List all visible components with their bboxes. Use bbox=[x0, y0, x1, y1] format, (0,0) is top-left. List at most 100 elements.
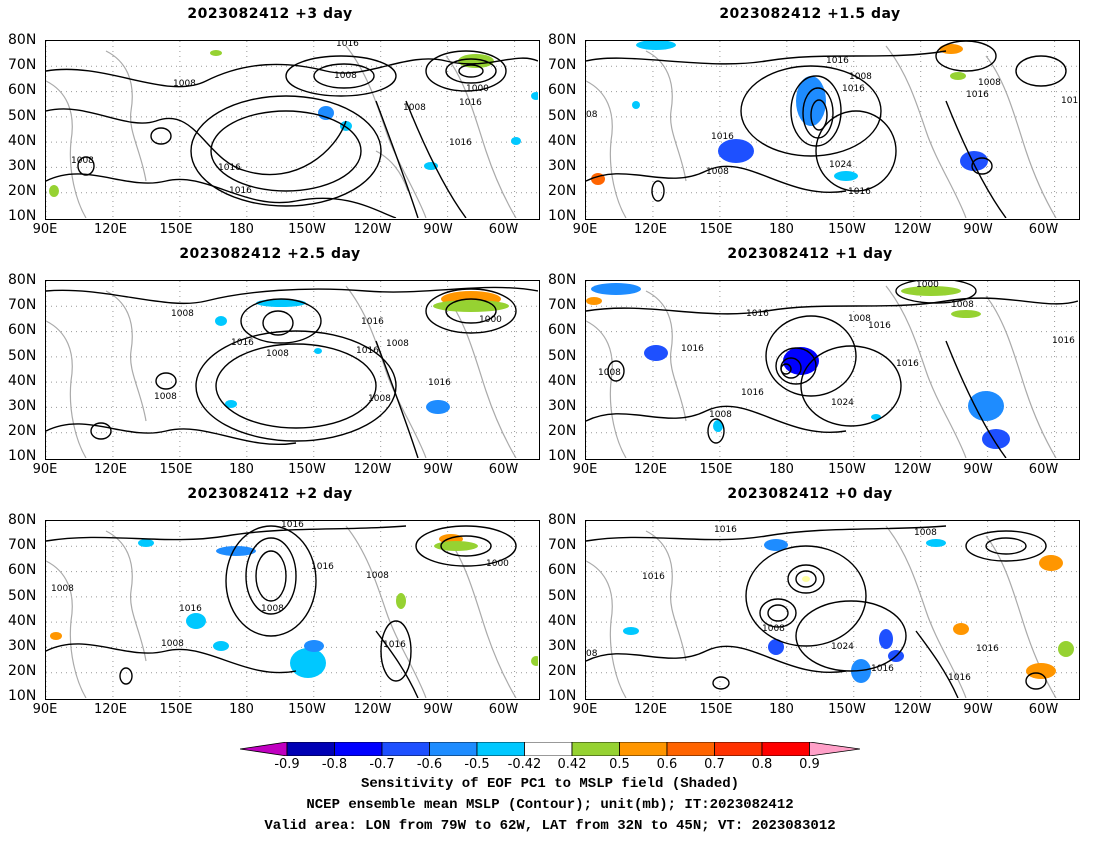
lat-tick-label: 20N bbox=[548, 423, 577, 440]
lon-tick-label: 90W bbox=[423, 702, 453, 717]
lon-tick-label: 90W bbox=[963, 222, 993, 237]
colorbar-swatch bbox=[666, 742, 715, 756]
lat-tick-label: 40N bbox=[8, 372, 37, 389]
lat-tick-label: 10N bbox=[548, 448, 577, 465]
contour-label: 1024 bbox=[829, 160, 852, 170]
map-area: 1016 1008 1016 1008 1016 1016 08 1016 10… bbox=[585, 40, 1080, 220]
contour-label: 1008 bbox=[709, 410, 732, 420]
sensitivity-shading bbox=[586, 283, 1010, 449]
lat-tick-label: 10N bbox=[8, 448, 37, 465]
mslp-contours bbox=[46, 50, 538, 218]
lat-tick-label: 60N bbox=[8, 562, 37, 579]
lat-tick-label: 80N bbox=[8, 512, 37, 528]
lat-tick-label: 30N bbox=[8, 398, 37, 414]
sensitivity-shading bbox=[49, 50, 538, 197]
coastline bbox=[46, 285, 517, 458]
map-grid bbox=[586, 521, 1078, 698]
contour-label: 1008 bbox=[366, 571, 389, 581]
lon-tick-label: 180 bbox=[229, 222, 254, 237]
mslp-contours bbox=[586, 281, 1078, 458]
colorbar-swatch bbox=[571, 742, 620, 756]
lat-tick-label: 30N bbox=[548, 398, 577, 414]
colorbar bbox=[240, 742, 860, 756]
colorbar-tick-label: 0.5 bbox=[609, 757, 630, 772]
lon-tick-label: 150E bbox=[699, 222, 733, 237]
lon-tick-label: 90E bbox=[572, 222, 598, 237]
contour-label: 1008 bbox=[261, 604, 284, 614]
contour-label: 1008 bbox=[762, 624, 785, 634]
colorbar-tick-label: -0.9 bbox=[274, 757, 300, 772]
colorbar-tick-label: 0.9 bbox=[799, 757, 820, 772]
lat-tick-label: 60N bbox=[548, 322, 577, 339]
lon-tick-label: 90E bbox=[32, 702, 58, 717]
lon-tick-label: 150E bbox=[699, 462, 733, 477]
contour-label: 1016 bbox=[179, 604, 202, 614]
mslp-contours bbox=[586, 525, 1047, 698]
lat-tick-label: 50N bbox=[8, 587, 37, 604]
lon-tick-label: 150E bbox=[159, 702, 193, 717]
panel-title: 2023082412 +1 day bbox=[727, 246, 893, 262]
map-grid bbox=[586, 41, 1078, 218]
contour-label: 1008 bbox=[598, 368, 621, 378]
colorbar-swatch bbox=[381, 742, 430, 756]
contour-label: 1016 bbox=[848, 187, 871, 197]
contour-label: 1016 bbox=[231, 338, 254, 348]
contour-label: 1016 bbox=[871, 664, 894, 674]
lat-tick-label: 70N bbox=[548, 537, 577, 554]
caption-valid-area: Valid area: LON from 79W to 62W, LAT fro… bbox=[264, 818, 836, 834]
lat-tick-label: 20N bbox=[548, 183, 577, 200]
map-svg: 1016 1008 1016 1008 1024 1016 1016 08 10… bbox=[586, 521, 1078, 698]
colorbar-arrow-high bbox=[809, 742, 860, 756]
contour-labels: 1000 1008 1016 1008 1016 1016 1016 1008 … bbox=[598, 281, 1075, 420]
lon-tick-label: 60W bbox=[488, 462, 519, 477]
contour-label: 1008 bbox=[914, 528, 937, 538]
lat-tick-label: 70N bbox=[548, 57, 577, 74]
panel-title: 2023082412 +2.5 day bbox=[179, 246, 361, 262]
lat-tick-label: 50N bbox=[548, 347, 577, 364]
lat-tick-label: 80N bbox=[8, 272, 37, 288]
caption-shading: Sensitivity of EOF PC1 to MSLP field (Sh… bbox=[360, 776, 740, 792]
lon-tick-label: 60W bbox=[1028, 222, 1059, 237]
colorbar-tick-label: 0.7 bbox=[704, 757, 725, 772]
contour-label: 1016 bbox=[449, 138, 472, 148]
lon-tick-label: 90E bbox=[32, 462, 58, 477]
contour-label: 1008 bbox=[978, 78, 1001, 88]
contour-label: 1008 bbox=[386, 339, 409, 349]
map-svg: 1000 1008 1016 1008 1016 1016 1016 1008 … bbox=[586, 281, 1078, 458]
contour-label: 1008 bbox=[706, 167, 729, 177]
coastline bbox=[46, 45, 517, 218]
lon-tick-label: 120W bbox=[353, 462, 392, 477]
lat-tick-label: 70N bbox=[8, 537, 37, 554]
contour-label: 1016 bbox=[428, 378, 451, 388]
contour-label: 1008 bbox=[848, 314, 871, 324]
lat-tick-label: 60N bbox=[8, 322, 37, 339]
lat-tick-label: 20N bbox=[8, 663, 37, 680]
lat-tick-label: 30N bbox=[548, 638, 577, 654]
lat-tick-label: 20N bbox=[8, 423, 37, 440]
map-panel-plus2: 2023082412 +2 day bbox=[0, 480, 540, 710]
contour-label: 1000 bbox=[916, 281, 939, 290]
contour-label: 08 bbox=[586, 110, 598, 120]
lat-tick-label: 50N bbox=[548, 107, 577, 124]
map-svg: 1016 1016 1008 1000 1008 1008 1016 1008 … bbox=[46, 521, 538, 698]
contour-labels: 1016 1008 1008 1000 1008 1016 1016 1008 … bbox=[71, 41, 489, 196]
lon-tick-label: 150W bbox=[288, 462, 326, 477]
lon-tick-label: 180 bbox=[769, 702, 794, 717]
coastline bbox=[586, 285, 1057, 458]
lat-tick-label: 30N bbox=[548, 158, 577, 174]
colorbar-swatch bbox=[334, 742, 383, 756]
lon-tick-label: 60W bbox=[1028, 702, 1059, 717]
lon-tick-label: 90W bbox=[963, 702, 993, 717]
colorbar-swatch bbox=[714, 742, 763, 756]
lat-tick-label: 50N bbox=[8, 107, 37, 124]
lon-tick-label: 90E bbox=[32, 222, 58, 237]
map-panel-plus1p5: 2023082412 +1.5 day bbox=[540, 0, 1080, 230]
colorbar-tick-label: 0.6 bbox=[656, 757, 678, 772]
lat-tick-label: 80N bbox=[548, 32, 577, 48]
lon-tick-label: 150W bbox=[288, 222, 326, 237]
panel-title: 2023082412 +3 day bbox=[187, 6, 353, 22]
contour-label: 1016 bbox=[336, 41, 359, 49]
contour-label: 1024 bbox=[831, 642, 854, 652]
lat-tick-label: 70N bbox=[548, 297, 577, 314]
lon-tick-label: 150W bbox=[828, 702, 866, 717]
